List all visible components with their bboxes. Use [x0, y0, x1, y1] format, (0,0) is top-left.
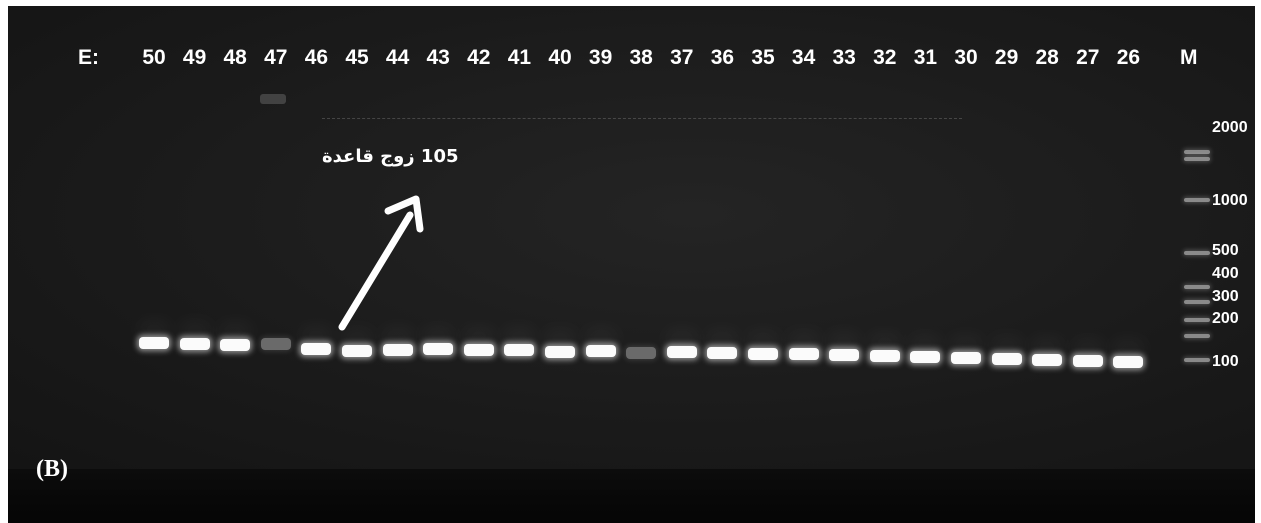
ladder-band — [1184, 334, 1210, 338]
arrow-icon — [338, 195, 424, 331]
pcr-band — [666, 346, 697, 358]
ladder-size-label: 2000 — [1212, 119, 1248, 136]
gel-bottom-strip — [8, 469, 1255, 523]
lane-label: 26 — [1116, 46, 1141, 69]
lane-label: 30 — [954, 46, 978, 69]
lane-label: 43 — [426, 46, 450, 69]
lane-label: 50 — [142, 46, 166, 69]
pcr-band — [1113, 356, 1144, 368]
ladder-size-label: 400 — [1212, 265, 1239, 282]
lane-label: 37 — [670, 46, 694, 69]
lane-prefix-label: E: — [78, 46, 99, 69]
ladder-band — [1184, 285, 1210, 289]
lane-label: 40 — [548, 46, 572, 69]
lane-label: 41 — [507, 46, 532, 69]
pcr-band — [342, 345, 372, 357]
lane-label: 49 — [182, 46, 207, 69]
pcr-band — [1032, 354, 1063, 366]
lane-47-well-smudge — [260, 94, 286, 104]
lane-label: 46 — [304, 46, 329, 69]
pcr-band — [504, 344, 535, 356]
lane-label: 28 — [1035, 46, 1059, 69]
lane-label: 29 — [994, 46, 1019, 69]
ladder-size-label: 200 — [1212, 310, 1239, 327]
lane-label: 47 — [264, 46, 288, 69]
lane-label: 33 — [832, 46, 856, 69]
panel-label: (B) — [36, 456, 68, 482]
lane-label: 36 — [710, 46, 735, 69]
lane-label: 42 — [467, 46, 491, 69]
lane-label: 35 — [751, 46, 775, 69]
gel-wells — [322, 118, 962, 119]
pcr-band — [179, 338, 210, 350]
pcr-band — [869, 350, 900, 362]
ladder-size-label: 100 — [1212, 353, 1239, 370]
ladder-size-label: 1000 — [1212, 192, 1248, 209]
ladder-size-label: 500 — [1212, 242, 1239, 259]
lane-label: 44 — [385, 46, 410, 69]
ladder-band — [1184, 150, 1210, 154]
ladder-band — [1184, 198, 1210, 202]
pcr-band — [423, 343, 454, 355]
lane-label: 39 — [588, 46, 613, 69]
ladder-band — [1184, 318, 1210, 322]
pcr-band — [748, 348, 778, 360]
pcr-band — [1072, 355, 1103, 367]
lane-label: 27 — [1076, 46, 1100, 69]
marker-lane-label: M — [1180, 46, 1198, 69]
pcr-band — [626, 347, 657, 359]
ladder-band — [1184, 300, 1210, 304]
pcr-band — [585, 345, 616, 357]
ladder-band — [1184, 157, 1210, 161]
lane-label: 31 — [913, 46, 938, 69]
pcr-band — [951, 352, 981, 364]
lane-label: 34 — [791, 46, 816, 69]
ladder-band — [1184, 358, 1210, 362]
pcr-band — [382, 344, 413, 356]
ladder-size-label: 300 — [1212, 288, 1239, 305]
lane-label: 48 — [223, 46, 247, 69]
lane-label: 38 — [629, 46, 653, 69]
pcr-band — [260, 338, 291, 350]
band-size-annotation: 105 زوج قاعدة — [322, 146, 459, 167]
gel-image — [8, 6, 1255, 469]
pcr-band — [788, 348, 819, 360]
pcr-band — [545, 346, 575, 358]
ladder-band — [1184, 251, 1210, 255]
pcr-band — [991, 353, 1022, 365]
pcr-band — [829, 349, 860, 361]
lane-label: 32 — [873, 46, 897, 69]
pcr-band — [463, 344, 494, 356]
pcr-band — [220, 339, 251, 351]
pcr-band — [910, 351, 941, 363]
pcr-band — [139, 337, 169, 349]
pcr-band — [301, 343, 332, 355]
lane-label: 45 — [345, 46, 369, 69]
pcr-band — [707, 347, 738, 359]
